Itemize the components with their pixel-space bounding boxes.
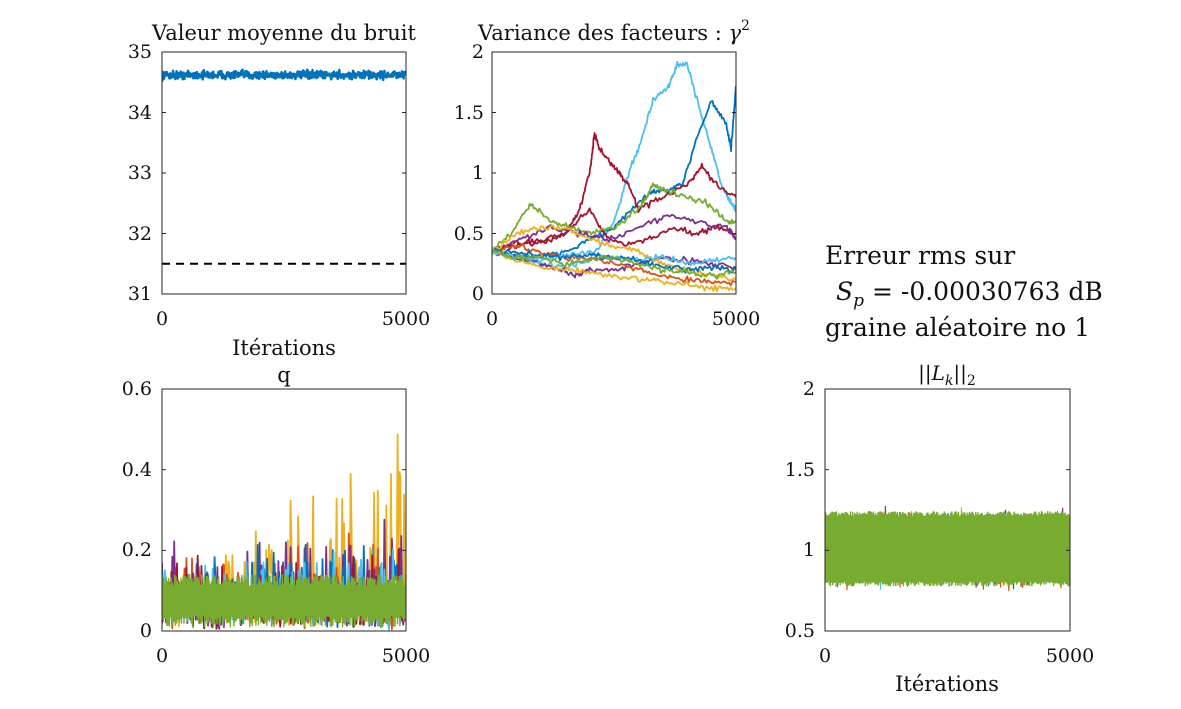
gamma-series-line-9 <box>492 251 736 293</box>
noise-axes-box <box>161 51 407 295</box>
gamma-series-line-4 <box>492 182 736 256</box>
noise-x-axis-label: Itérations <box>232 336 336 360</box>
noise-series-line-0 <box>162 68 406 82</box>
gamma-ticks <box>491 51 737 295</box>
chart-lk: ||Lk||2 0 5000 0.5 1 1.5 2 Itérations <box>785 361 1094 696</box>
noise-ytick-label: 34 <box>128 102 152 124</box>
chart-q: q 0 5000 0 0.2 0.4 0.6 <box>122 363 430 667</box>
gamma-ytick-label: 0.5 <box>454 223 484 245</box>
lk-ticks <box>824 388 1071 632</box>
q-ytick-label: 0.2 <box>122 539 152 561</box>
lk-ytick-label: 1 <box>803 539 815 561</box>
noise-chart-title: Valeur moyenne du bruit <box>151 21 417 45</box>
q-ticks <box>161 388 407 632</box>
noise-ytick-label: 32 <box>128 223 152 245</box>
gamma-series-line-6 <box>492 213 736 254</box>
lk-ytick-label: 1.5 <box>785 459 815 481</box>
lk-chart-title: ||Lk||2 <box>918 361 976 389</box>
annotation-line-2: Sp = -0.00030763 dB <box>836 277 1103 311</box>
chart-gamma: Variance des facteurs : γ2 0 5000 0 0.5 … <box>454 18 760 330</box>
q-ytick-label: 0.4 <box>122 459 152 481</box>
gamma-series-line-2 <box>492 132 736 253</box>
lk-xtick-label: 0 <box>819 645 831 667</box>
rms-error-annotation: Erreur rms sur Sp = -0.00030763 dB grain… <box>825 241 1103 342</box>
noise-plot-area <box>162 68 406 265</box>
lk-x-axis-label: Itérations <box>895 672 999 696</box>
gamma-series-line-12 <box>492 249 736 280</box>
lk-ytick-label: 0.5 <box>785 620 815 642</box>
gamma-series-line-3 <box>492 207 736 254</box>
q-axes-box <box>161 388 407 632</box>
gamma-ytick-label: 1 <box>472 162 484 184</box>
noise-ytick-label: 33 <box>128 162 152 184</box>
lk-axes-box <box>824 388 1071 632</box>
annotation-line-1: Erreur rms sur <box>825 241 1015 270</box>
gamma-ytick-label: 0 <box>472 283 484 305</box>
noise-ytick-label: 31 <box>128 283 152 305</box>
lk-xtick-label: 5000 <box>1046 645 1094 667</box>
q-xtick-label: 5000 <box>382 645 430 667</box>
gamma-series-line-5 <box>492 249 736 279</box>
lk-series-line-5 <box>825 510 1070 587</box>
noise-ticks <box>161 51 407 295</box>
q-ytick-label: 0 <box>140 620 152 642</box>
annotation-line-3: graine aléatoire no 1 <box>825 313 1090 342</box>
gamma-xtick-label: 0 <box>486 308 498 330</box>
noise-xtick-label: 0 <box>156 308 168 330</box>
gamma-chart-title: Variance des facteurs : γ2 <box>477 18 750 45</box>
gamma-ytick-label: 1.5 <box>454 102 484 124</box>
q-chart-title: q <box>277 363 290 387</box>
gamma-xtick-label: 5000 <box>712 308 760 330</box>
q-series-line-6 <box>162 573 406 628</box>
gamma-series-line-0 <box>492 61 736 272</box>
chart-noise: Valeur moyenne du bruit 0 5000 31 32 33 … <box>128 21 430 360</box>
lk-ytick-label: 2 <box>803 378 815 400</box>
noise-xtick-label: 5000 <box>382 308 430 330</box>
q-xtick-label: 0 <box>156 645 168 667</box>
q-ytick-label: 0.6 <box>122 378 152 400</box>
gamma-ytick-label: 2 <box>472 41 484 63</box>
noise-ytick-label: 35 <box>128 41 152 63</box>
gamma-plot-area <box>492 61 736 293</box>
gamma-series-line-8 <box>492 243 736 287</box>
lk-plot-area <box>825 505 1070 592</box>
q-plot-area <box>162 433 406 631</box>
